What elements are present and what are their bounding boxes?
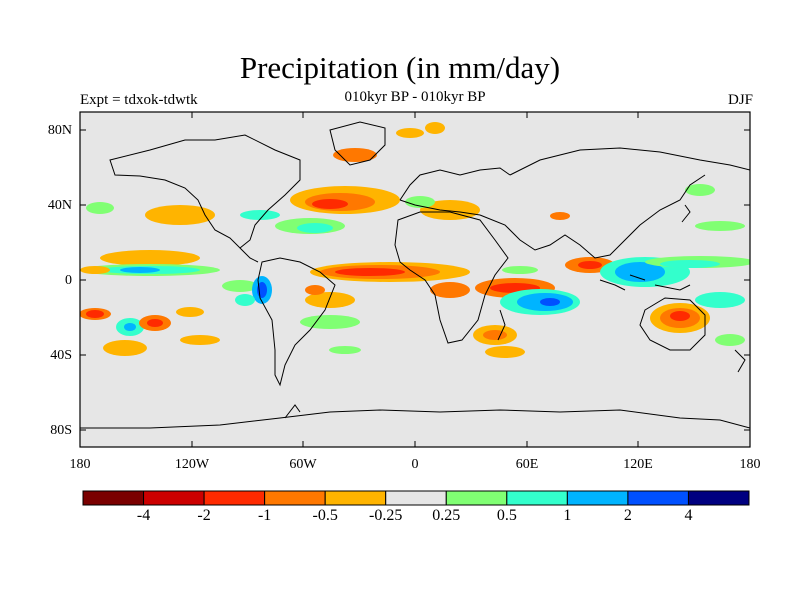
colorbar-swatch (143, 490, 205, 506)
colorbar-swatch (264, 490, 326, 506)
period-subtitle: 010kyr BP - 010kyr BP (344, 89, 486, 105)
colorbar-label: -4 (136, 507, 151, 524)
colorbar (82, 490, 750, 506)
lon-ticks (191, 112, 639, 447)
plot-title: Precipitation (in mm/day) (239, 50, 561, 85)
lat-label-0: 0 (65, 273, 72, 288)
colorbar-label: -2 (197, 507, 211, 524)
season-label: DJF (727, 92, 753, 108)
lat-label-80s: 80S (50, 423, 72, 438)
coastlines (80, 121, 750, 429)
colorbar-swatch (385, 490, 447, 506)
lon-label-60e: 60E (515, 457, 539, 472)
colorbar-label: 2 (623, 507, 632, 524)
colorbar-label: 0.5 (496, 507, 517, 524)
colorbar-swatch (627, 490, 689, 506)
colorbar-swatch (687, 490, 750, 506)
lon-label-60w: 60W (289, 457, 317, 472)
colorbar-swatch (566, 490, 629, 506)
lat-label-80n: 80N (47, 123, 72, 138)
lon-label-120w: 120W (174, 457, 210, 472)
colorbar-swatch (445, 490, 508, 506)
colorbar-label: 0.25 (432, 507, 461, 524)
colorbar-label: 4 (684, 507, 693, 524)
colorbar-swatch (506, 490, 568, 506)
lat-label-40s: 40S (50, 348, 72, 363)
colorbar-label: -0.5 (312, 507, 338, 524)
colorbar-swatch (82, 490, 145, 506)
lon-label-0: 0 (411, 457, 419, 472)
lat-ticks (80, 129, 750, 431)
precip-anomaly-field (80, 122, 750, 358)
colorbar-swatch (324, 490, 387, 506)
colorbar-label: 1 (563, 507, 572, 524)
colorbar-swatch (203, 490, 266, 506)
lon-label-180e: 180 (739, 457, 761, 472)
lon-label-180w: 180 (69, 457, 91, 472)
lon-label-120e: 120E (623, 457, 653, 472)
experiment-label: Expt = tdxok-tdwtk (80, 92, 198, 108)
lat-label-40n: 40N (47, 198, 72, 213)
colorbar-label: -0.25 (369, 507, 403, 524)
colorbar-label: -1 (257, 507, 272, 524)
